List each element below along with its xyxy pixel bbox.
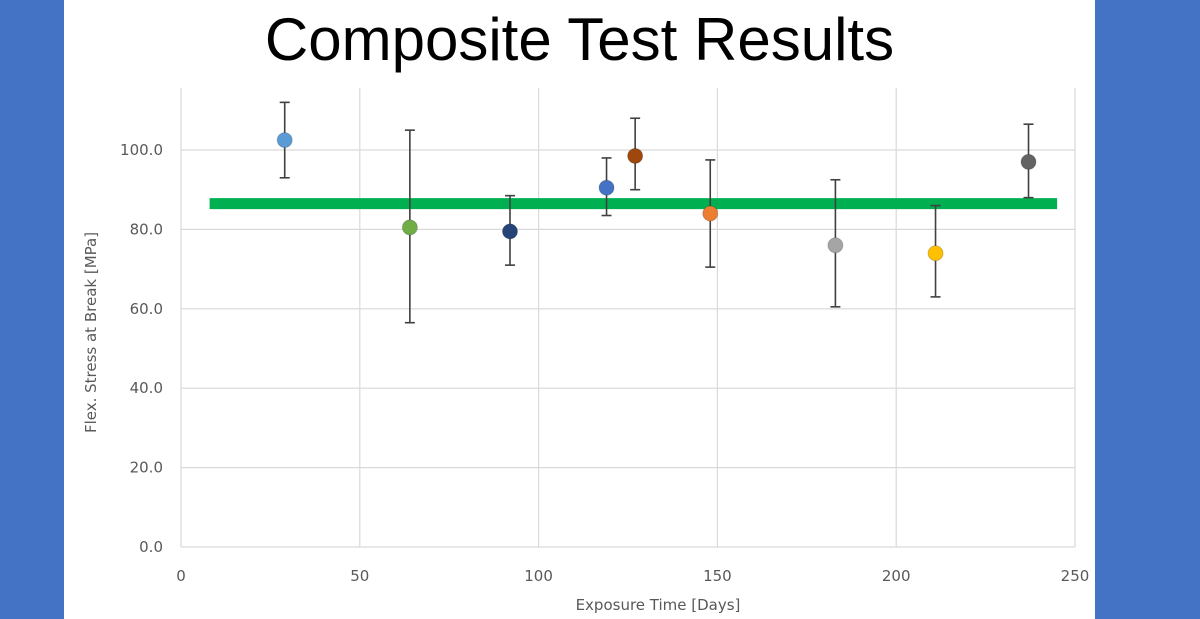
x-axis-label: Exposure Time [Days] (576, 596, 741, 614)
y-axis-label: Flex. Stress at Break [MPa] (82, 232, 100, 433)
data-point (598, 179, 615, 196)
y-tick-label: 20.0 (130, 459, 163, 477)
chart-grid (180, 88, 1076, 548)
x-tick-label: 200 (882, 567, 911, 585)
data-point (702, 205, 719, 222)
data-point (827, 237, 844, 254)
data-points (276, 132, 1037, 262)
slide: Composite Test Results 0 50 100 150 200 250 0.… (64, 0, 1095, 619)
y-tick-label: 40.0 (130, 379, 163, 397)
tick-labels: 0 50 100 150 200 250 0.0 20.0 40.0 60.0 80.0 100.0 (120, 141, 1089, 585)
y-tick-label: 0.0 (139, 538, 163, 556)
x-tick-label: 50 (350, 567, 369, 585)
data-point (627, 147, 644, 164)
error-bars (279, 101, 1034, 324)
data-point (401, 219, 418, 236)
slide-title: Composite Test Results (264, 6, 895, 73)
x-tick-label: 0 (176, 567, 186, 585)
flex-stress-chart: 0 50 100 150 200 2500.020.040.060.080.0100.0 … (82, 88, 1089, 614)
y-tick-label: 80.0 (130, 220, 163, 238)
data-point (501, 223, 518, 240)
y-tick-label: 100.0 (120, 141, 163, 159)
data-point (276, 132, 293, 149)
x-tick-label: 150 (703, 567, 732, 585)
data-point (927, 245, 944, 262)
x-tick-label: 250 (1061, 567, 1090, 585)
x-tick-label: 100 (524, 567, 553, 585)
data-point (1020, 153, 1037, 170)
y-tick-label: 60.0 (130, 300, 163, 318)
